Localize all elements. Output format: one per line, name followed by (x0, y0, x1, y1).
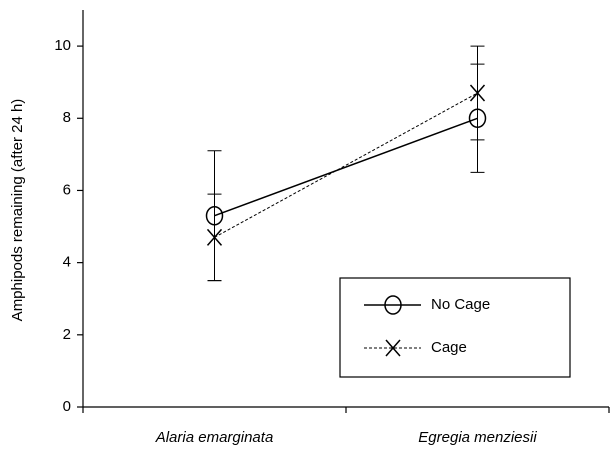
y-tick-label: 2 (63, 326, 71, 343)
legend-label: Cage (431, 339, 467, 356)
legend-label: No Cage (431, 296, 490, 313)
y-tick-label: 10 (54, 37, 71, 54)
legend-marker (384, 295, 402, 315)
series-line (214, 117, 478, 217)
data-point (469, 84, 486, 102)
legend-marker (385, 339, 401, 357)
y-tick-label: 6 (63, 181, 71, 198)
series-line (214, 92, 478, 238)
legend-box (339, 277, 571, 378)
legend: No Cage Cage (339, 277, 571, 378)
y-tick-label: 8 (63, 109, 71, 126)
y-tick-label: 4 (63, 254, 71, 271)
x-tick-label: Alaria emarginata (155, 429, 274, 446)
y-tick-label: 0 (63, 398, 71, 415)
x-tick-label: Egregia menziesii (418, 429, 537, 446)
y-axis-label: Amphipods remaining (after 24 h) (9, 99, 26, 322)
data-point (206, 228, 223, 246)
